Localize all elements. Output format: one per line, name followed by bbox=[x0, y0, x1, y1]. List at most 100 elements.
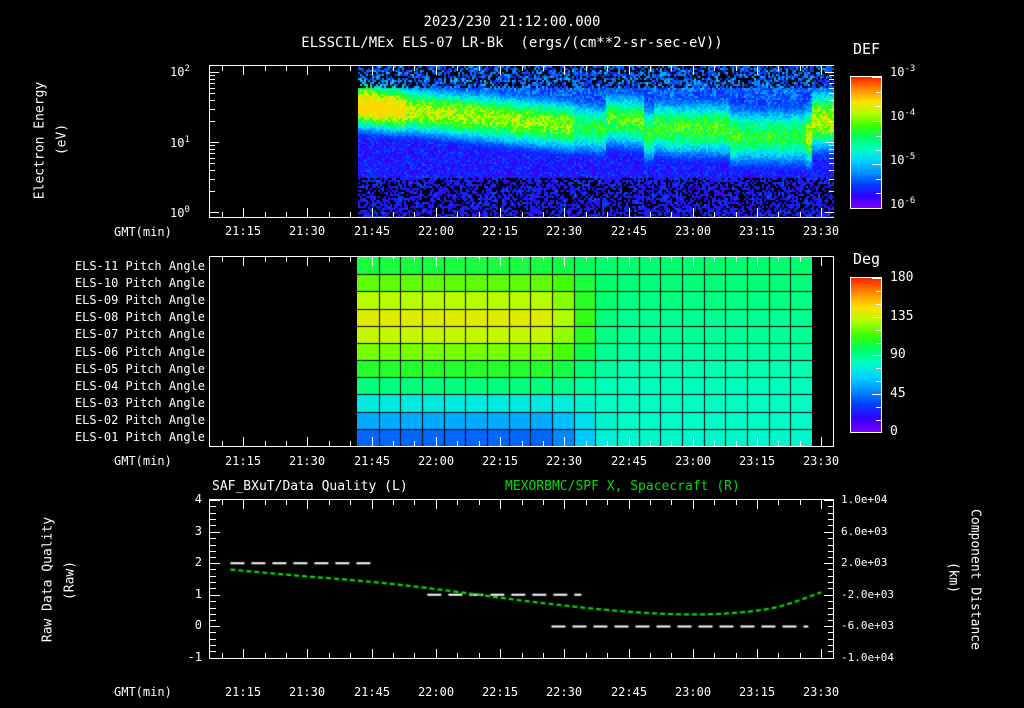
axis-tick bbox=[872, 432, 882, 433]
axis-tick bbox=[210, 532, 220, 533]
bottom-right-ytick-4: -6.0e+03 bbox=[841, 619, 894, 632]
axis-tick bbox=[872, 394, 882, 395]
xtick-label-2200: 22:00 bbox=[414, 224, 458, 238]
axis-tick bbox=[222, 441, 223, 446]
axis-tick bbox=[828, 513, 834, 514]
xtick-label-2300: 23:00 bbox=[671, 685, 715, 699]
axis-tick bbox=[607, 653, 608, 658]
axis-tick bbox=[436, 437, 437, 446]
axis-tick bbox=[522, 66, 523, 71]
spectrogram-ytick-label-1: 100 bbox=[170, 205, 190, 220]
axis-tick bbox=[210, 500, 220, 501]
deg-colorbar-title: Deg bbox=[853, 250, 880, 268]
axis-tick bbox=[210, 620, 216, 621]
axis-tick bbox=[372, 66, 373, 75]
axis-tick bbox=[821, 66, 822, 75]
axis-tick bbox=[876, 343, 882, 344]
axis-tick bbox=[629, 66, 630, 75]
axis-tick bbox=[821, 500, 822, 509]
bottom-left-ytick-0: 0 bbox=[172, 618, 202, 632]
axis-tick bbox=[629, 257, 630, 266]
axis-tick bbox=[350, 441, 351, 446]
axis-tick bbox=[329, 653, 330, 658]
axis-tick bbox=[586, 212, 587, 217]
xtick-label-2315: 23:15 bbox=[735, 454, 779, 468]
axis-tick bbox=[829, 153, 834, 154]
axis-tick bbox=[757, 500, 758, 509]
axis-tick bbox=[393, 500, 394, 505]
spectrogram-image bbox=[358, 66, 834, 217]
axis-tick bbox=[876, 420, 882, 421]
axis-tick bbox=[736, 212, 737, 217]
axis-tick bbox=[522, 257, 523, 262]
axis-tick bbox=[210, 212, 219, 213]
axis-tick bbox=[872, 355, 882, 356]
axis-tick bbox=[479, 66, 480, 71]
axis-tick bbox=[457, 653, 458, 658]
xtick-label-2230: 22:30 bbox=[542, 685, 586, 699]
axis-tick bbox=[778, 500, 779, 505]
axis-tick bbox=[210, 153, 215, 154]
xtick-label-2145: 21:45 bbox=[350, 454, 394, 468]
xtick-label-2215: 22:15 bbox=[478, 685, 522, 699]
def-colorbar-title: DEF bbox=[853, 40, 880, 58]
pitch-angle-row-label-02: ELS-02 Pitch Angle bbox=[55, 413, 205, 427]
axis-tick bbox=[824, 500, 834, 501]
axis-tick bbox=[265, 66, 266, 71]
axis-tick bbox=[479, 500, 480, 505]
axis-tick bbox=[210, 75, 215, 76]
axis-tick bbox=[307, 66, 308, 75]
axis-tick bbox=[821, 649, 822, 658]
axis-tick bbox=[210, 88, 215, 89]
xtick-label-2230: 22:30 bbox=[542, 224, 586, 238]
axis-tick bbox=[210, 588, 216, 589]
axis-tick bbox=[828, 588, 834, 589]
axis-tick bbox=[350, 212, 351, 217]
axis-tick bbox=[307, 500, 308, 509]
xtick-label-2115: 21:15 bbox=[221, 454, 265, 468]
bottom-right-ytick-5: -1.0e+04 bbox=[841, 651, 894, 664]
axis-tick bbox=[500, 257, 501, 266]
bottom-left-ytick-4: 4 bbox=[172, 492, 202, 506]
axis-tick bbox=[265, 441, 266, 446]
axis-tick bbox=[436, 500, 437, 509]
pitch-angle-row-label-01: ELS-01 Pitch Angle bbox=[55, 430, 205, 444]
xtick-label-2145: 21:45 bbox=[350, 685, 394, 699]
axis-tick bbox=[210, 170, 215, 171]
axis-tick bbox=[800, 212, 801, 217]
axis-tick bbox=[821, 437, 822, 446]
axis-tick bbox=[824, 595, 834, 596]
axis-tick bbox=[414, 653, 415, 658]
axis-tick bbox=[778, 441, 779, 446]
axis-tick bbox=[522, 441, 523, 446]
bottom-title-left: SAF_BXuT/Data Quality (L) bbox=[212, 479, 408, 494]
axis-tick bbox=[393, 653, 394, 658]
axis-tick bbox=[329, 441, 330, 446]
axis-tick bbox=[650, 653, 651, 658]
xtick-label-2200: 22:00 bbox=[414, 685, 458, 699]
axis-tick bbox=[714, 66, 715, 71]
axis-tick bbox=[829, 149, 834, 150]
axis-tick bbox=[757, 437, 758, 446]
xtick-label-2245: 22:45 bbox=[607, 685, 651, 699]
axis-tick bbox=[210, 639, 216, 640]
xtick-label-2200: 22:00 bbox=[414, 454, 458, 468]
axis-tick bbox=[828, 506, 834, 507]
pitch-angle-row-label-04: ELS-04 Pitch Angle bbox=[55, 379, 205, 393]
spectrogram-xaxis-label: GMT(min) bbox=[114, 225, 172, 239]
bottom-left-ytick-1: 1 bbox=[172, 587, 202, 601]
xtick-label-2330: 23:30 bbox=[799, 454, 843, 468]
axis-tick bbox=[757, 66, 758, 75]
axis-tick bbox=[671, 212, 672, 217]
axis-tick bbox=[372, 649, 373, 658]
axis-tick bbox=[500, 649, 501, 658]
axis-tick bbox=[543, 257, 544, 262]
axis-tick bbox=[350, 653, 351, 658]
axis-tick bbox=[222, 66, 223, 71]
axis-tick bbox=[876, 304, 882, 305]
axis-tick bbox=[671, 257, 672, 262]
axis-tick bbox=[693, 66, 694, 75]
axis-tick bbox=[500, 500, 501, 509]
axis-tick bbox=[736, 441, 737, 446]
axis-tick bbox=[414, 500, 415, 505]
